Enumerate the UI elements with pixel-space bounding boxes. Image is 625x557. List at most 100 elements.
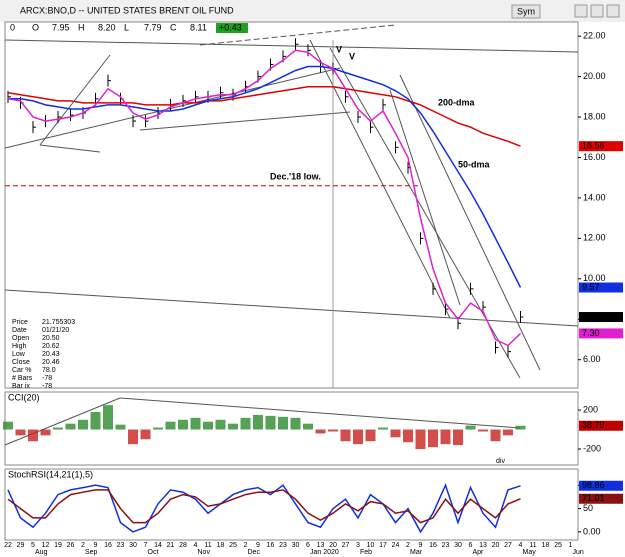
x-tick-label: 20 (492, 542, 500, 549)
cci-bar (365, 429, 376, 442)
cci-bar (290, 417, 301, 430)
cci-bar (28, 429, 38, 442)
cci-bar (253, 414, 263, 430)
quote-field-name: O (32, 22, 39, 32)
x-tick-label: 11 (204, 542, 211, 549)
x-tick-label: 13 (317, 542, 325, 549)
y-tick-label: 6.00 (583, 354, 601, 364)
cci-bar (453, 429, 463, 446)
quote-field-name: C (170, 22, 177, 32)
y-tick-label: 200 (583, 404, 598, 414)
x-tick-label: 9 (256, 542, 260, 549)
cci-value-box (579, 420, 623, 431)
y-tick-label: 12.00 (583, 233, 606, 243)
last-value-box (579, 312, 623, 323)
cci-bar (315, 429, 326, 434)
cci-bar (490, 429, 501, 442)
sym-button[interactable] (511, 4, 541, 19)
annotation: V (349, 51, 355, 61)
y-tick-label: -200 (583, 443, 601, 453)
data-box-label: Low (12, 351, 26, 358)
x-tick-label: 28 (179, 542, 187, 549)
x-tick-label: 10 (367, 542, 375, 549)
data-box-label: Date (12, 327, 27, 334)
x-tick-label: 3 (356, 542, 360, 549)
cci-bar (328, 429, 338, 432)
minimize-button[interactable] (574, 4, 588, 18)
x-tick-label: 12 (42, 542, 50, 549)
cci-bar (178, 419, 188, 430)
cci-bar (428, 429, 438, 448)
x-tick-label: 7 (144, 542, 148, 549)
quote-field-value: 8.20 (98, 22, 116, 32)
stoch-pane (4, 468, 579, 541)
x-tick-label: 18 (217, 542, 225, 549)
cci-bar (90, 411, 101, 430)
cci-bar (303, 423, 313, 430)
cci-bar (40, 429, 51, 436)
data-box-label: Car % (12, 367, 31, 374)
maximize-button[interactable] (590, 4, 604, 18)
title-bar (0, 0, 625, 22)
x-tick-label: 23 (117, 542, 125, 549)
x-tick-label: 17 (379, 542, 387, 549)
x-tick-label: 23 (442, 542, 450, 549)
last-value-box (579, 480, 623, 491)
cci-bar (190, 417, 201, 430)
x-tick-label: 9 (419, 542, 423, 549)
cci-value: 38.79 (582, 420, 605, 430)
last-value: 7.30 (582, 328, 600, 338)
x-tick-label: 18 (542, 542, 550, 549)
cci-bar (340, 429, 351, 442)
month-label: Feb (360, 549, 372, 556)
annotation: 50-dma (458, 159, 491, 169)
cci-bar (53, 427, 63, 430)
data-box-label: Open (12, 335, 29, 342)
cci-bar (265, 415, 276, 430)
x-tick-label: 9 (94, 542, 98, 549)
cci-bar (478, 429, 488, 432)
cci-bar (440, 429, 451, 445)
x-tick-label: 27 (342, 542, 350, 549)
data-box-label: High (12, 343, 27, 350)
data-box-label: Close (12, 359, 30, 366)
x-tick-label: 21 (167, 542, 175, 549)
last-value-box (579, 141, 623, 152)
cci-bar (65, 423, 76, 430)
x-tick-label: 2 (244, 542, 248, 549)
last-value: 71.01 (582, 493, 605, 503)
y-tick-label: 22.00 (583, 31, 606, 41)
cci-bar (278, 416, 288, 430)
x-tick-label: 1 (569, 542, 573, 549)
data-box-label: # Bars (12, 375, 33, 382)
data-box-value: 20.62 (42, 343, 60, 350)
cci-bar (140, 429, 151, 440)
close-button[interactable] (606, 4, 620, 18)
series-line (8, 65, 522, 288)
data-box-value: 20.43 (42, 351, 60, 358)
x-tick-label: 2 (406, 542, 410, 549)
cci-bar (203, 421, 213, 430)
x-tick-label: 23 (279, 542, 287, 549)
data-box-value: 78.0 (42, 367, 56, 374)
series-line (7, 489, 521, 524)
x-tick-label: 20 (329, 542, 337, 549)
x-tick-label: 19 (54, 542, 62, 549)
x-tick-label: 2 (81, 542, 85, 549)
cci-bar (503, 429, 513, 436)
quote-field-value: 7.95 (52, 22, 70, 32)
y-tick-label: 20.00 (583, 71, 606, 81)
month-label: Apr (473, 549, 485, 556)
sym-label: Sym (517, 6, 535, 16)
cci-bar (240, 417, 251, 430)
x-tick-label: 30 (129, 542, 137, 549)
x-tick-label: 30 (292, 542, 300, 549)
month-label: Nov (198, 549, 211, 556)
data-box-value: 20.46 (42, 359, 60, 366)
y-tick-label: 14.00 (583, 192, 606, 202)
month-label: Aug (35, 549, 48, 556)
cci-bar (215, 419, 226, 430)
cci-bar (128, 429, 138, 445)
last-value-box (579, 328, 623, 339)
